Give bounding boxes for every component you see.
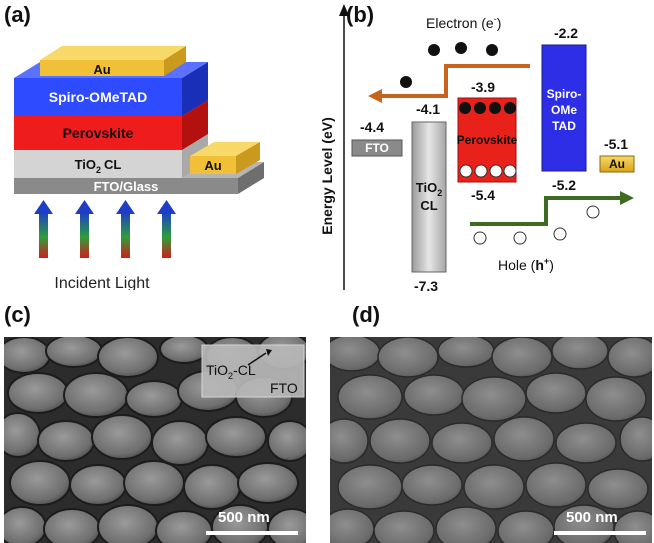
scale-bar-label-d: 500 nm (566, 509, 618, 526)
fto-glass-side (238, 162, 264, 194)
electron-dots (400, 42, 498, 88)
panel-label-c: (c) (4, 302, 31, 327)
electron-label: Electron (e-) (426, 14, 501, 31)
light-arrow (157, 200, 176, 258)
perovskite-side (182, 100, 208, 150)
electron-transfer-arrow (382, 64, 530, 98)
perovskite-band-name: Perovskite (457, 133, 518, 147)
light-arrow (75, 200, 94, 258)
spiro-band-name-3: TAD (552, 119, 576, 133)
tio2-band-name-cl: CL (420, 198, 437, 213)
spiro-side (182, 62, 208, 116)
spiro-bottom-value: -5.2 (552, 177, 576, 193)
tio2-layer-label: TiO2 CL (75, 157, 122, 175)
au-top-face (40, 46, 186, 60)
fto-level-name: FTO (365, 141, 389, 155)
perovskite-bottom-value: -5.4 (471, 187, 495, 203)
au-level-box (599, 155, 635, 173)
inset-pointer-arrowhead (266, 349, 272, 356)
inset-pointer-line (247, 352, 267, 366)
spiro-top-value: -2.2 (554, 25, 578, 41)
hole-label: Hole (h+) (498, 256, 554, 273)
sem-inset-c (201, 344, 305, 398)
panel-label-b: (b) (346, 2, 375, 27)
panel-label-a: (a) (4, 2, 31, 27)
device-stack-diagram: FTO/Glass TiO2 CL Au Perovskite Spiro-OMe… (14, 46, 264, 290)
incident-light-label: Incident Light (54, 275, 150, 290)
perovskite-electrons (459, 102, 516, 114)
au-contact-side (236, 142, 260, 174)
sem-image-c: TiO2-CL FTO 500 nm (4, 337, 306, 543)
tio2-layer (14, 150, 182, 178)
scale-bar-label-c: 500 nm (218, 509, 270, 526)
au-level-value: -5.1 (604, 136, 628, 152)
inset-fto-label: FTO (270, 380, 298, 396)
perovskite-layer-label: Perovskite (63, 125, 134, 141)
light-arrow (116, 200, 135, 258)
panel-label-d: (d) (352, 302, 381, 327)
light-arrow (34, 200, 53, 258)
spiro-layer-label: Spiro-OMeTAD (49, 89, 148, 105)
spiro-layer (14, 78, 182, 116)
hole-arrowhead (620, 191, 634, 205)
inset-tio2-cl-label: TiO2-CL (206, 362, 256, 381)
spiro-band-name-1: Spiro- (547, 87, 582, 101)
scale-bar-d (554, 531, 646, 535)
sem-image-d: 500 nm (330, 337, 652, 543)
perovskite-holes (459, 164, 517, 178)
tio2-band-bar (411, 121, 447, 273)
energy-level-diagram: Energy Level (eV) Electron (e-) FTO -4.4… (320, 4, 635, 294)
au-contact-label: Au (204, 158, 221, 173)
energy-axis-label: Energy Level (eV) (320, 117, 335, 235)
fto-level-value: -4.4 (360, 119, 384, 135)
energy-axis-arrowhead (339, 4, 349, 16)
fto-glass-layer (14, 178, 238, 194)
spiro-band-block (541, 44, 587, 172)
perovskite-layer (14, 116, 182, 150)
au-top-side (164, 46, 186, 76)
tio2-bottom-value: -7.3 (414, 278, 438, 294)
scale-bar-c (206, 531, 298, 535)
au-contact-top (190, 142, 260, 156)
spiro-band-name-2: OMe (551, 103, 577, 117)
au-level-name: Au (609, 157, 625, 171)
au-contact-front (190, 156, 236, 174)
electron-arrowhead (368, 89, 382, 103)
fto-level-box (351, 139, 403, 157)
hole-transfer-arrow (470, 196, 620, 226)
perovskite-top-value: -3.9 (471, 79, 495, 95)
hole-dots (473, 205, 600, 245)
tio2-band-name: TiO2 (416, 180, 442, 198)
au-top-layer (40, 60, 164, 76)
incident-light-arrows (34, 200, 176, 258)
tio2-top-value: -4.1 (416, 101, 440, 117)
au-top-label: Au (93, 62, 110, 77)
fto-glass-label: FTO/Glass (94, 179, 159, 194)
sem-texture-d (330, 337, 652, 543)
